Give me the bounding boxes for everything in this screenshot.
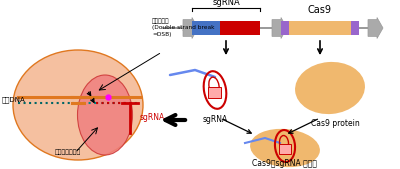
FancyArrow shape [183, 18, 198, 39]
FancyBboxPatch shape [220, 21, 260, 35]
FancyBboxPatch shape [279, 144, 291, 154]
Text: Cas9－sgRNA 複合体: Cas9－sgRNA 複合体 [252, 159, 318, 168]
FancyBboxPatch shape [351, 21, 359, 35]
Ellipse shape [13, 50, 143, 160]
Text: sgRNA: sgRNA [202, 115, 228, 124]
Text: Cas9: Cas9 [308, 5, 332, 15]
Text: sgRNA: sgRNA [212, 0, 240, 7]
Text: ターゲット配列: ターゲット配列 [55, 149, 81, 155]
Text: sgRNA: sgRNA [140, 114, 165, 123]
Ellipse shape [78, 75, 132, 155]
Ellipse shape [295, 62, 365, 114]
Text: Cas9 protein: Cas9 protein [311, 119, 359, 128]
FancyBboxPatch shape [289, 21, 351, 35]
FancyArrow shape [272, 18, 287, 39]
Text: 二重鎖切断
(Double strand break
=DSB): 二重鎖切断 (Double strand break =DSB) [152, 18, 214, 37]
Text: 標的DNA: 標的DNA [2, 97, 26, 103]
Ellipse shape [250, 129, 320, 167]
FancyArrow shape [368, 18, 383, 39]
FancyBboxPatch shape [208, 87, 221, 98]
FancyBboxPatch shape [192, 21, 220, 35]
FancyBboxPatch shape [281, 21, 289, 35]
